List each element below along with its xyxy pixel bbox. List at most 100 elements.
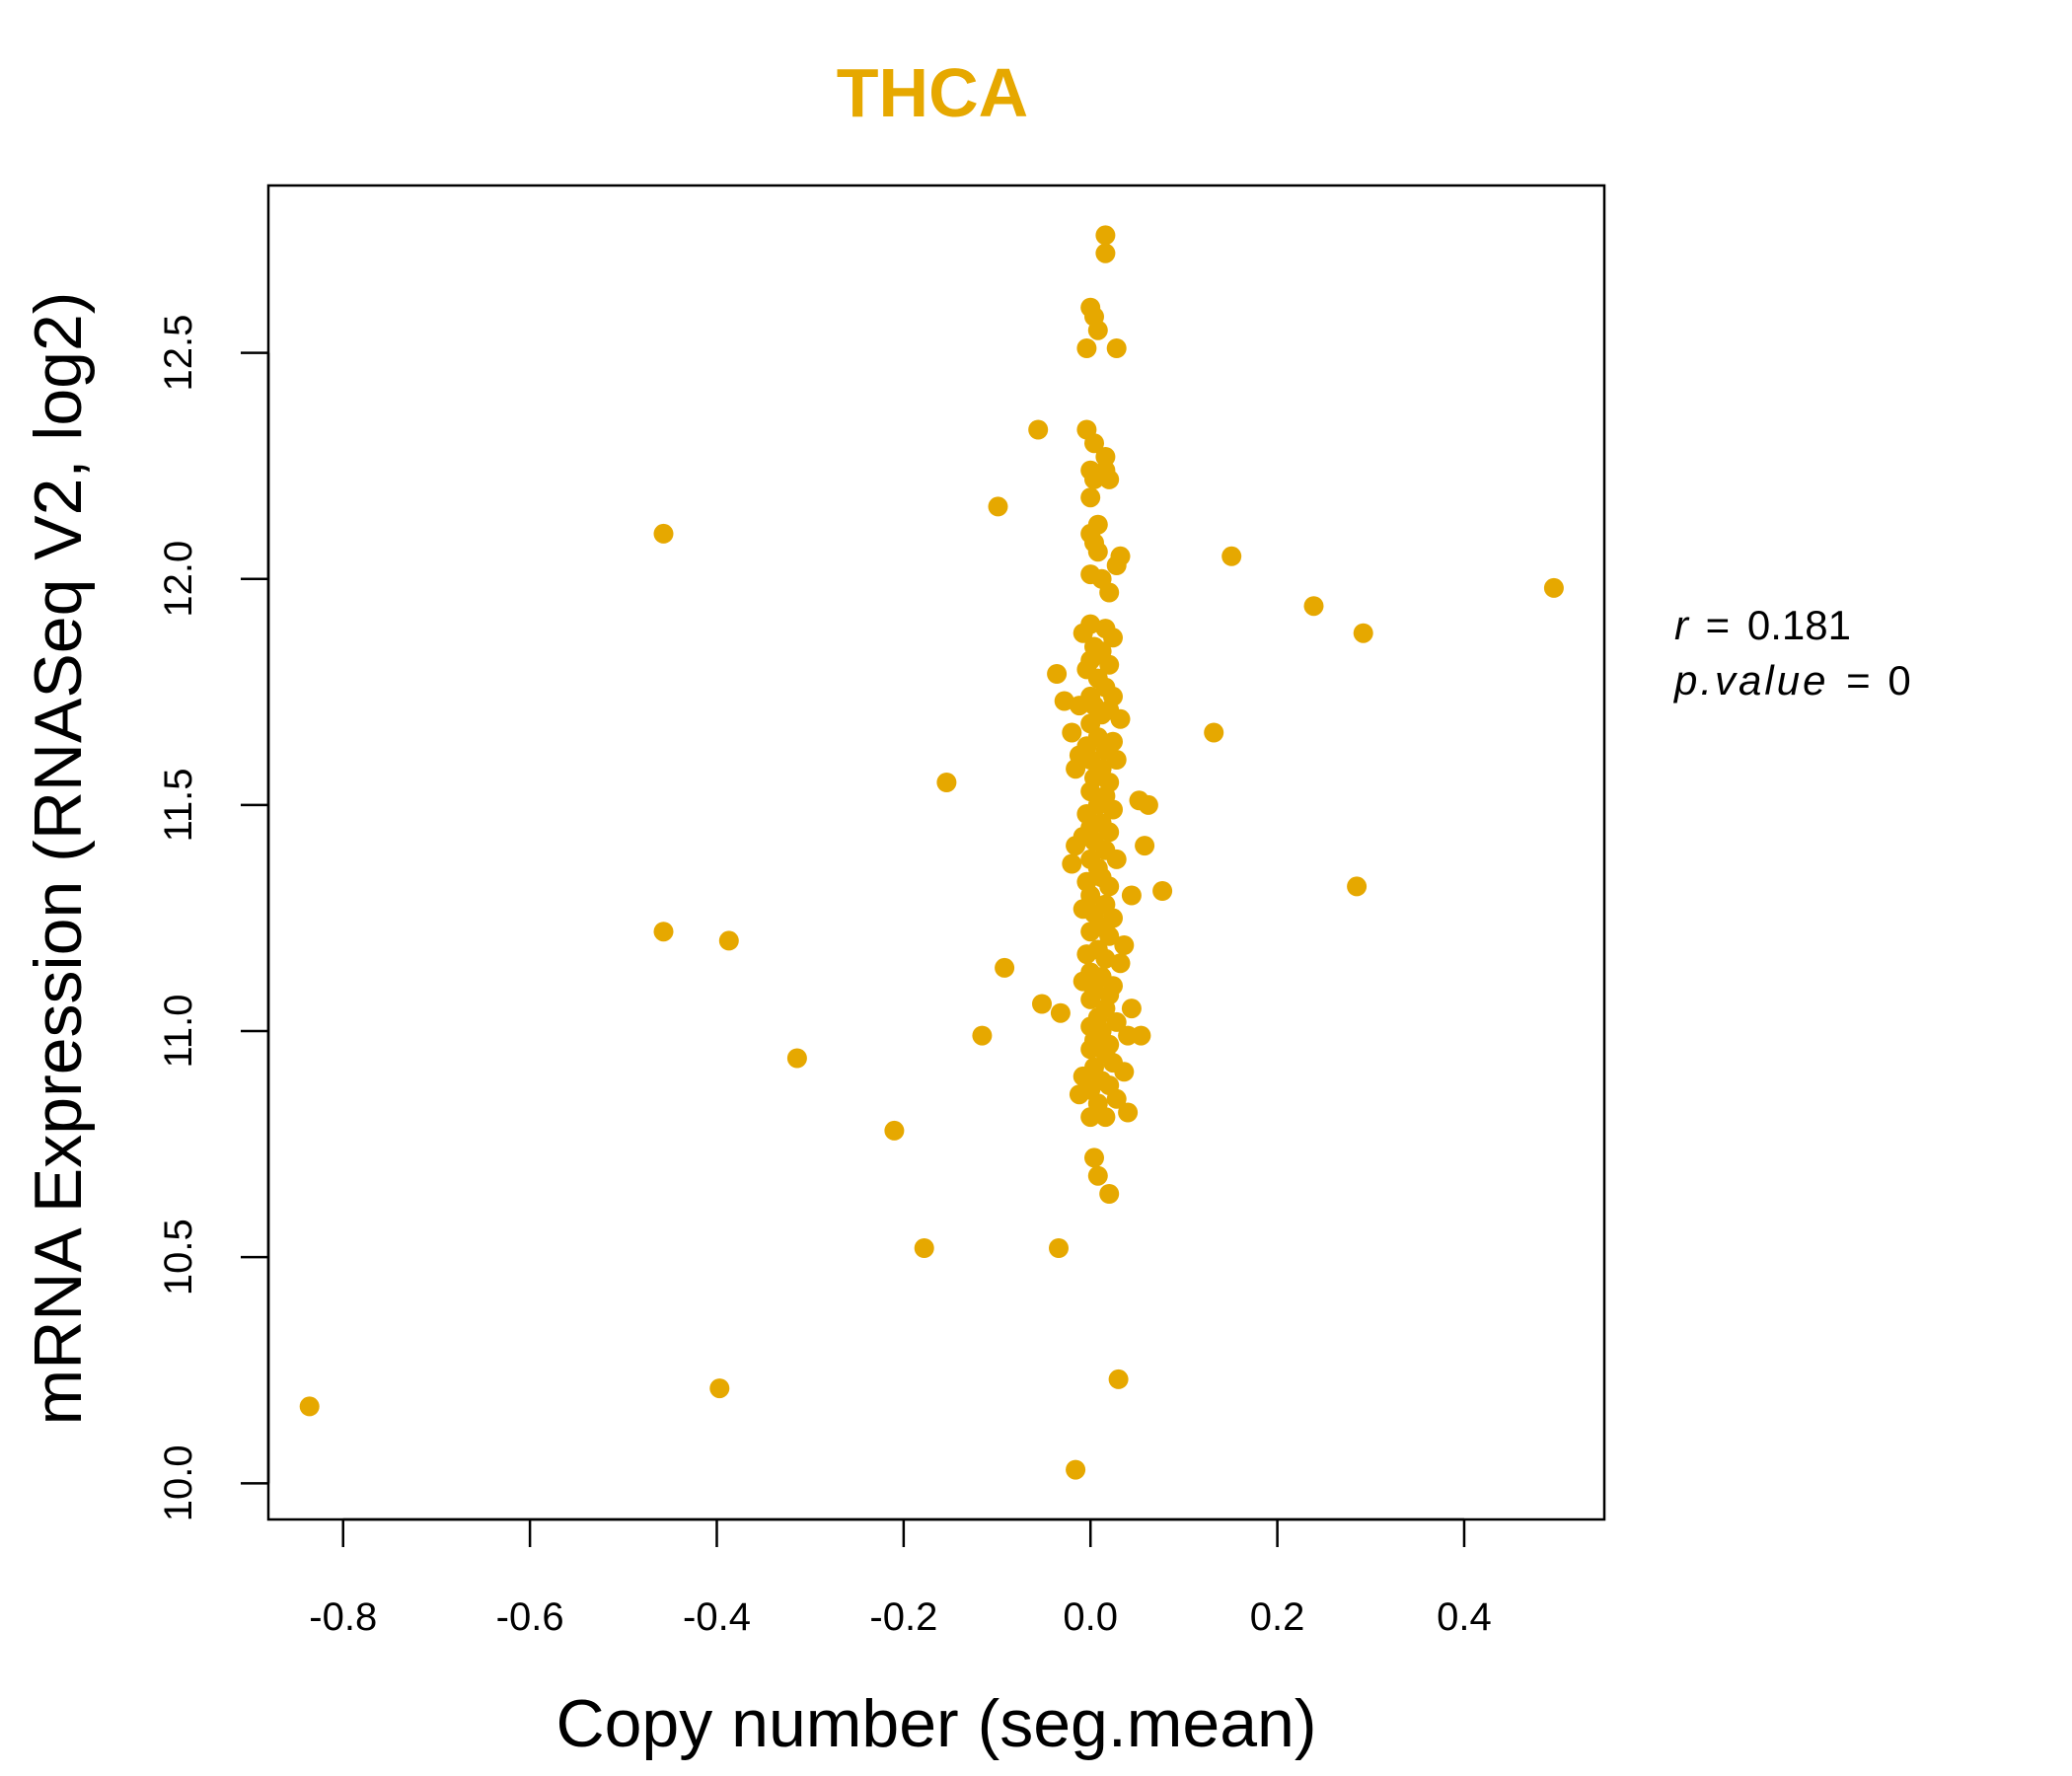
- data-point-1: [1095, 243, 1116, 263]
- p-label: p.value: [1672, 657, 1828, 703]
- data-point-87: [1099, 876, 1120, 897]
- data-point-117: [1050, 1002, 1071, 1023]
- data-point-148: [1049, 1238, 1069, 1258]
- data-point-65: [936, 773, 957, 792]
- data-point-144: [1084, 1147, 1104, 1168]
- stats-annotation: r = 0.181 p.value = 0: [1672, 602, 1911, 703]
- data-point-123: [1131, 1025, 1151, 1046]
- data-point-5: [1076, 338, 1097, 358]
- y-tick-label: 12.0: [157, 541, 200, 618]
- data-point-149: [1108, 1369, 1129, 1389]
- data-point-98: [1080, 922, 1101, 942]
- data-point-140: [1118, 1102, 1139, 1123]
- r-label: r: [1674, 602, 1690, 648]
- data-point-99: [1099, 925, 1120, 946]
- data-point-24: [1106, 555, 1127, 575]
- data-point-33: [1073, 623, 1093, 643]
- x-axis-label: Copy number (seg.mean): [555, 1686, 1316, 1761]
- data-point-75: [1099, 822, 1120, 843]
- data-point-51: [1110, 708, 1131, 729]
- data-point-82: [1106, 849, 1127, 869]
- data-point-71: [1103, 799, 1123, 820]
- data-point-69: [1138, 794, 1158, 815]
- y-axis-label: mRNA Expression (RNASeq V2, log2): [21, 292, 96, 1426]
- y-tick-label: 10.5: [157, 1219, 200, 1295]
- data-point-60: [1106, 750, 1127, 770]
- data-point-32: [1353, 623, 1373, 643]
- data-point-40: [1047, 664, 1068, 684]
- data-point-62: [1066, 759, 1086, 779]
- data-point-0: [1095, 225, 1116, 246]
- x-axis: -0.8 -0.6 -0.4 -0.2 0.0 0.2 0.4: [309, 1517, 1492, 1639]
- r-equals: =: [1706, 602, 1731, 648]
- r-value: 0.181: [1747, 602, 1851, 648]
- data-point-45: [1054, 691, 1074, 711]
- data-point-124: [972, 1025, 993, 1046]
- data-point-7: [1028, 419, 1049, 440]
- data-point-137: [1069, 1084, 1089, 1105]
- data-point-104: [1095, 948, 1116, 969]
- data-point-141: [1080, 1107, 1101, 1128]
- data-point-77: [1066, 836, 1086, 856]
- data-point-83: [1062, 853, 1082, 874]
- data-point-13: [1084, 469, 1104, 489]
- data-point-152: [1066, 1459, 1086, 1480]
- p-value: 0: [1887, 657, 1910, 703]
- data-point-97: [653, 922, 674, 942]
- data-point-27: [1099, 582, 1120, 603]
- data-point-89: [1347, 876, 1368, 897]
- plot-frame: [266, 184, 1606, 1521]
- y-tick-label: 12.5: [157, 315, 200, 392]
- data-point-101: [1114, 935, 1135, 955]
- data-point-18: [653, 523, 674, 544]
- data-point-90: [1121, 885, 1142, 906]
- y-tick-label: 11.0: [157, 995, 200, 1069]
- data-point-150: [709, 1378, 730, 1399]
- data-point-10: [1095, 447, 1116, 467]
- data-point-15: [1080, 487, 1101, 508]
- data-point-9: [1084, 433, 1104, 454]
- x-tick-label: -0.2: [869, 1595, 937, 1639]
- data-point-88: [1152, 881, 1173, 901]
- data-point-138: [1106, 1088, 1127, 1109]
- y-axis: 10.0 10.5 11.0 11.5 12.0 12.5: [157, 315, 270, 1521]
- p-equals: =: [1846, 657, 1871, 703]
- x-tick-label: 0.2: [1250, 1595, 1305, 1639]
- data-point-114: [1032, 994, 1052, 1014]
- data-point-38: [1099, 654, 1120, 675]
- x-tick-label: -0.6: [496, 1595, 564, 1639]
- data-point-34: [1103, 628, 1123, 648]
- data-point-151: [299, 1396, 320, 1417]
- data-point-29: [1303, 596, 1324, 617]
- data-point-14: [1099, 469, 1120, 489]
- points-layer: [299, 225, 1564, 1480]
- x-tick-label: -0.8: [309, 1595, 377, 1639]
- data-point-21: [1087, 542, 1108, 562]
- data-point-106: [995, 957, 1015, 978]
- data-point-129: [786, 1048, 807, 1069]
- data-point-79: [1135, 836, 1155, 856]
- y-tick-label: 10.0: [157, 1444, 200, 1521]
- data-point-127: [1080, 1039, 1101, 1060]
- data-point-115: [1121, 999, 1142, 1019]
- data-point-105: [1110, 953, 1131, 974]
- data-point-103: [1076, 944, 1097, 965]
- x-tick-label: 0.4: [1437, 1595, 1492, 1639]
- data-point-23: [1221, 546, 1242, 566]
- data-point-53: [1204, 722, 1224, 743]
- data-point-6: [1106, 338, 1127, 358]
- svg-text:r = 0.181: r = 0.181: [1674, 602, 1851, 648]
- data-point-113: [1080, 989, 1101, 1009]
- x-tick-label: 0.0: [1063, 1595, 1118, 1639]
- data-point-119: [1106, 1011, 1127, 1032]
- data-point-52: [1062, 722, 1082, 743]
- y-tick-label: 11.5: [157, 768, 200, 842]
- data-point-147: [914, 1238, 934, 1258]
- svg-text:p.value = 0: p.value = 0: [1672, 657, 1911, 703]
- data-point-46: [1069, 696, 1089, 716]
- data-point-146: [1099, 1184, 1120, 1204]
- x-tick-label: -0.4: [683, 1595, 751, 1639]
- chart-title: THCA: [837, 54, 1028, 131]
- data-point-4: [1087, 320, 1108, 340]
